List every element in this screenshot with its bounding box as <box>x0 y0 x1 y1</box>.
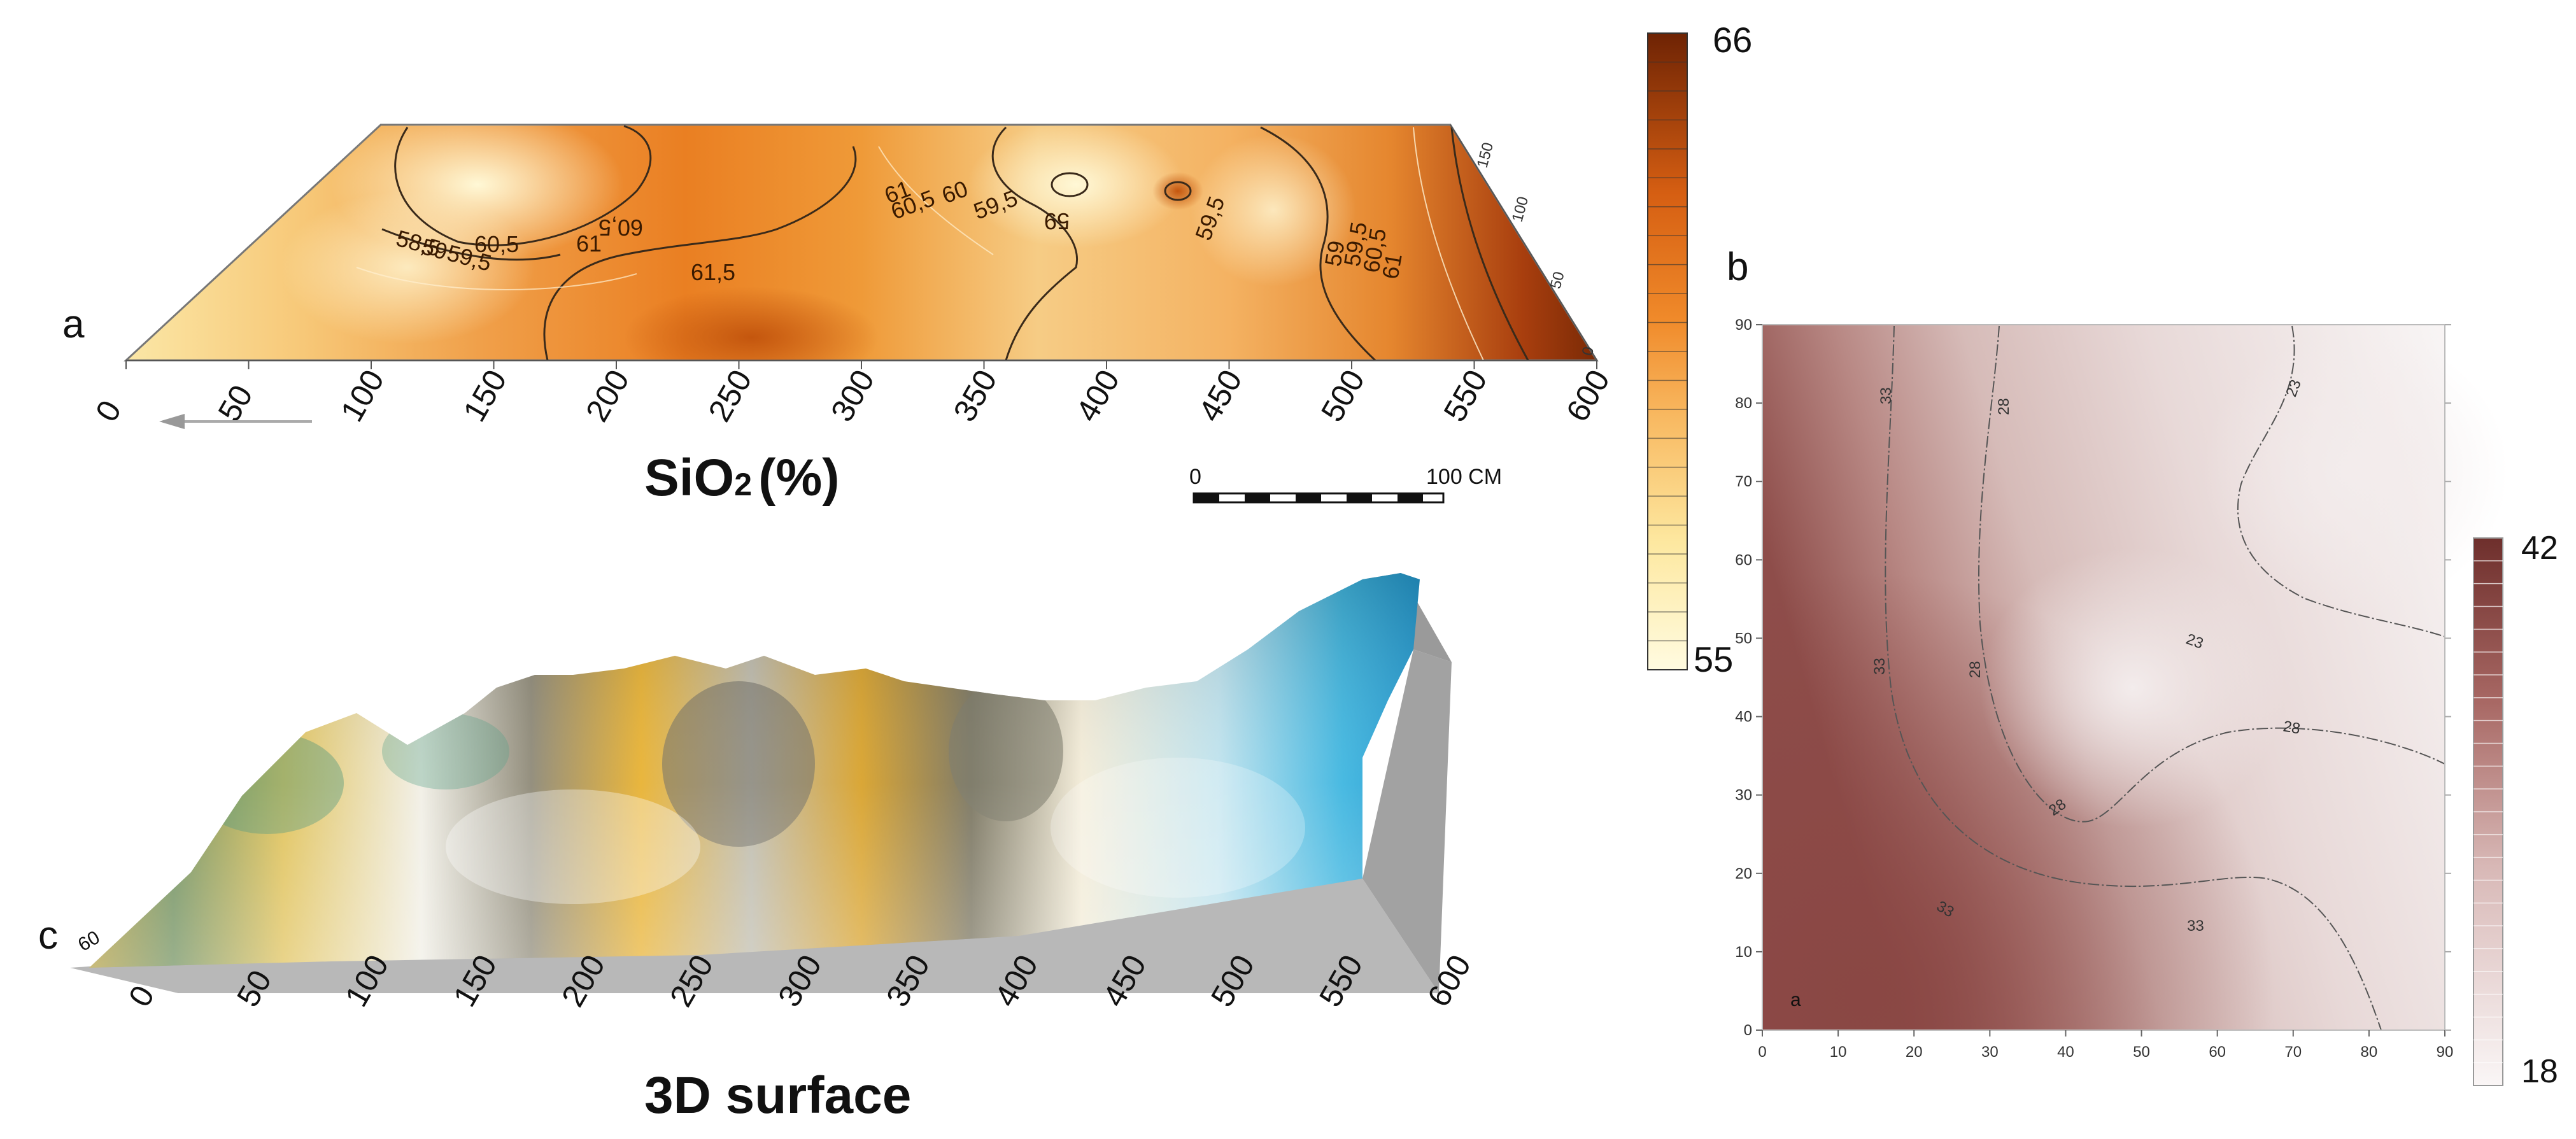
panel-b-xtick-label: 50 <box>2133 1043 2150 1061</box>
panel-b-ytick-label: 10 <box>1735 944 1752 961</box>
panel-b-ytick-label: 90 <box>1735 316 1752 334</box>
panel-c-letter: c <box>38 914 58 958</box>
svg-text:61,5: 61,5 <box>691 259 735 285</box>
panel-b-ytick-label: 50 <box>1735 630 1752 647</box>
panel-b-xtick-label: 0 <box>1758 1043 1766 1061</box>
panel-b-xtick-label: 60 <box>2209 1043 2226 1061</box>
svg-text:33: 33 <box>1871 658 1888 675</box>
panel-a-scale-bar: 0 100 CM <box>1189 465 1502 504</box>
panel-a-colorbar: 66 55 <box>1647 20 1752 679</box>
panel-b-xtick-label: 20 <box>1906 1043 1923 1061</box>
panel-c-surface: 60 <box>70 573 1452 993</box>
panel-a-ytick: 150 <box>1474 141 1497 170</box>
panel-c-title: 3D surface <box>644 1066 911 1124</box>
panel-b-ytick-label: 70 <box>1735 473 1752 490</box>
panel-a-arrow-icon <box>159 414 312 429</box>
svg-text:60,5: 60,5 <box>474 231 519 257</box>
panel-b-axes: 0 10 20 30 40 50 60 70 80 90 0 10 20 30 40 50 60 70 80 90 <box>1735 316 2453 1061</box>
panel-a: a <box>62 20 1752 679</box>
panel-b-xtick-label: 30 <box>1981 1043 1999 1061</box>
panel-a-xtick-label: 100 <box>334 364 391 427</box>
panel-b-ytick-label: 20 <box>1735 865 1752 882</box>
panel-a-xtick-label: 0 <box>88 394 128 427</box>
panel-b-xtick-label: 90 <box>2437 1043 2454 1061</box>
panel-a-xtick-label: 350 <box>947 364 1004 427</box>
panel-a-ytick: 50 <box>1547 270 1568 291</box>
panel-a-xtick-label: 550 <box>1437 364 1494 427</box>
panel-a-letter: a <box>62 302 85 346</box>
panel-c: c 60 0 50 100 150 200 250 300 350 400 450 500 550 60… <box>38 573 1478 1124</box>
panel-a-title-sub: 2 <box>734 467 752 502</box>
panel-a-xtick-label: 300 <box>824 364 881 427</box>
panel-b-map: 33 28 23 33 28 23 28 28 33 33 a <box>1762 324 2509 1031</box>
panel-a-x-axis: 0 50 100 150 200 250 300 350 400 450 500 550 600 <box>88 360 1617 428</box>
panel-b-xtick-label: 70 <box>2284 1043 2302 1061</box>
colorbar-b-max: 42 <box>2521 530 2558 567</box>
scale-bar-start: 0 <box>1189 465 1201 489</box>
svg-text:28: 28 <box>1995 398 2013 415</box>
panel-b-ytick-label: 30 <box>1735 787 1752 804</box>
panel-a-title-main: SiO <box>644 449 734 507</box>
scale-bar-end: 100 CM <box>1426 465 1502 489</box>
panel-a-xtick-label: 150 <box>456 364 514 427</box>
panel-a-xtick-label: 500 <box>1314 364 1371 427</box>
colorbar-a-max: 66 <box>1713 20 1752 60</box>
svg-text:33: 33 <box>2187 917 2204 935</box>
svg-text:28: 28 <box>2282 718 2302 737</box>
panel-a-ytick: 100 <box>1509 195 1532 224</box>
panel-b-xtick-label: 10 <box>1830 1043 1847 1061</box>
panel-b-xtick-label: 80 <box>2361 1043 2378 1061</box>
panel-a-xtick-label: 200 <box>579 364 636 427</box>
panel-a-map: 58,5 59 59,5 60,5 60,5 61 61,5 61 60,5 6… <box>124 124 1599 362</box>
panel-b-xtick-label: 40 <box>2057 1043 2074 1061</box>
svg-text:61: 61 <box>1377 251 1407 281</box>
panel-a-xtick-label: 250 <box>702 364 759 427</box>
panel-a-title: SiO2 (%) <box>644 449 840 507</box>
svg-text:61: 61 <box>576 230 602 257</box>
panel-b-letter: b <box>1727 245 1748 289</box>
colorbar-a-min: 55 <box>1694 639 1733 679</box>
colorbar-b-min: 18 <box>2521 1053 2558 1090</box>
panel-a-title-unit: (%) <box>758 449 840 507</box>
svg-text:60,5: 60,5 <box>598 215 643 241</box>
panel-b-colorbar: 42 18 <box>2473 530 2558 1090</box>
panel-b-ytick-label: 0 <box>1744 1022 1752 1039</box>
svg-text:28: 28 <box>1967 661 1984 678</box>
panel-b: b 33 28 23 33 28 23 28 28 33 33 a 0 10 20 3… <box>1727 245 2558 1090</box>
svg-text:33: 33 <box>1878 387 1895 404</box>
panel-b-inner-letter: a <box>1790 989 1801 1010</box>
panel-b-ytick-label: 40 <box>1735 709 1752 726</box>
panel-a-xtick-label: 400 <box>1069 364 1126 427</box>
svg-text:59: 59 <box>1044 208 1070 234</box>
panel-a-xtick-label: 450 <box>1192 364 1249 427</box>
svg-text:SiO2(%): SiO2 (%) <box>644 449 840 507</box>
panel-a-xtick-label: 600 <box>1559 364 1617 427</box>
svg-text:59: 59 <box>1320 239 1350 269</box>
panel-b-ytick-label: 60 <box>1735 551 1752 569</box>
panel-b-ytick-label: 80 <box>1735 395 1752 412</box>
panel-c-corner-tick: 60 <box>74 927 103 956</box>
